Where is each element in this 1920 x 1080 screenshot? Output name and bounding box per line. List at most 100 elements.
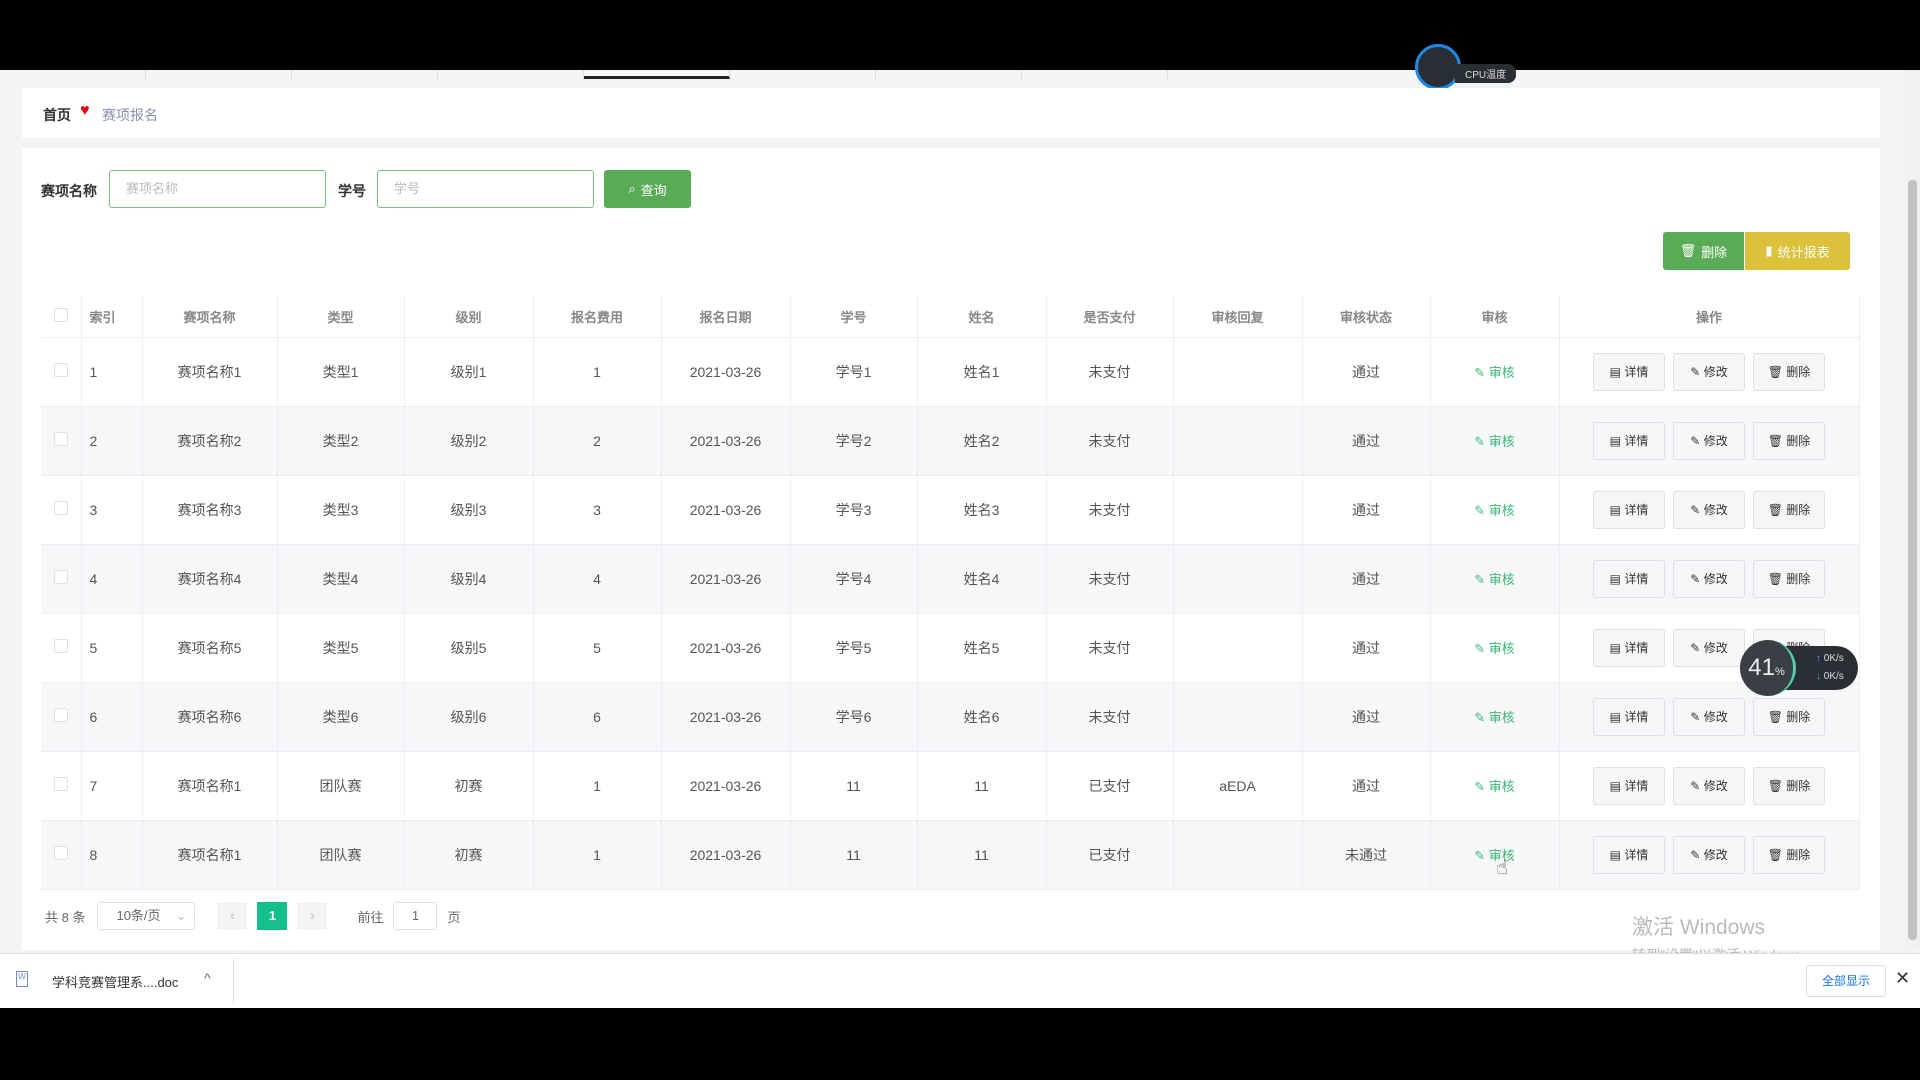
goto-page-input[interactable]: 1 xyxy=(393,902,438,930)
audit-link[interactable]: ✎ 审核 xyxy=(1430,820,1560,890)
table-row: 3 赛项名称3 类型3 级别3 3 2021-03-26 学号3 姓名3 未支付 通过 ✎ 审核 ▤ … xyxy=(41,475,1860,545)
audit-link[interactable]: ✎ 审核 xyxy=(1430,406,1560,476)
table-cell xyxy=(1173,475,1303,545)
breadcrumb-home[interactable]: 首页 xyxy=(43,107,71,123)
column-header: 类型 xyxy=(277,296,405,338)
column-header: 报名费用 xyxy=(533,296,662,338)
delete-button[interactable]: 🗑 删除 xyxy=(1753,766,1825,805)
table-cell: 赛项名称1 xyxy=(142,751,278,821)
delete-button[interactable]: 🗑 删除 xyxy=(1753,421,1825,460)
delete-button[interactable]: 🗑 删除 xyxy=(1753,835,1825,874)
page-size-select[interactable]: 10条/页 ⌄ xyxy=(97,902,196,930)
page-1-button[interactable]: 1 xyxy=(257,902,288,930)
table-row: 7 赛项名称1 团队赛 初赛 1 2021-03-26 11 11 已支付 aEDA 通过 ✎ 审核 ▤… xyxy=(41,751,1860,821)
heart-icon: ♥ xyxy=(80,102,90,119)
search-icon: ⌕ xyxy=(628,181,636,196)
stats-report-button[interactable]: ▮ 统计报表 xyxy=(1745,232,1850,270)
table-cell: 未支付 xyxy=(1046,544,1174,614)
table-cell xyxy=(1173,613,1303,683)
audit-link[interactable]: ✎ 审核 xyxy=(1430,475,1560,545)
column-header: 姓名 xyxy=(917,296,1047,338)
delete-button[interactable]: 🗑 删除 xyxy=(1753,559,1825,598)
table-row: 5 赛项名称5 类型5 级别5 5 2021-03-26 学号5 姓名5 未支付 通过 ✎ 审核 ▤ … xyxy=(41,613,1860,683)
close-icon[interactable]: ✕ xyxy=(1895,968,1911,988)
download-arrow-icon: ↓ xyxy=(1816,671,1821,682)
row-checkbox[interactable] xyxy=(41,406,82,476)
edit-icon: ✎ xyxy=(1690,364,1701,379)
name-search-input[interactable]: 赛项名称 xyxy=(109,170,326,208)
table-cell: aEDA xyxy=(1173,751,1303,821)
doc-icon: ▤ xyxy=(1609,364,1621,379)
query-button[interactable]: ⌕ 查询 xyxy=(604,170,691,208)
row-checkbox[interactable] xyxy=(41,475,82,545)
audit-link[interactable]: ✎ 审核 xyxy=(1430,337,1560,407)
edit-button[interactable]: ✎ 修改 xyxy=(1673,421,1745,460)
table-cell: 赛项名称3 xyxy=(142,475,278,545)
pagination: 共 8 条 10条/页 ⌄ ‹ 1 › 前往 1 页 xyxy=(45,902,461,930)
detail-button[interactable]: ▤ 详情 xyxy=(1593,697,1665,736)
edit-button[interactable]: ✎ 修改 xyxy=(1673,352,1745,391)
detail-button[interactable]: ▤ 详情 xyxy=(1593,421,1665,460)
column-header: 学号 xyxy=(790,296,918,338)
page-scrollbar[interactable] xyxy=(1905,70,1920,950)
detail-button[interactable]: ▤ 详情 xyxy=(1593,766,1665,805)
row-actions: ▤ 详情✎ 修改🗑 删除 xyxy=(1559,682,1860,752)
row-checkbox[interactable] xyxy=(41,613,82,683)
trash-icon: 🗑 xyxy=(1767,778,1783,793)
edit-button[interactable]: ✎ 修改 xyxy=(1673,490,1745,529)
edit-icon: ✎ xyxy=(1690,709,1701,724)
table-cell: 2 xyxy=(533,406,662,476)
student-id-input[interactable]: 学号 xyxy=(377,170,594,208)
audit-link[interactable]: ✎ 审核 xyxy=(1430,682,1560,752)
prev-page-button[interactable]: ‹ xyxy=(217,902,248,930)
audit-link[interactable]: ✎ 审核 xyxy=(1430,544,1560,614)
table-cell: 学号4 xyxy=(790,544,918,614)
detail-button[interactable]: ▤ 详情 xyxy=(1593,628,1665,667)
show-all-button[interactable]: 全部显示 xyxy=(1806,965,1886,997)
row-actions: ▤ 详情✎ 修改🗑 删除 xyxy=(1559,406,1860,476)
delete-button[interactable]: 🗑 删除 xyxy=(1753,352,1825,391)
select-all-checkbox[interactable] xyxy=(41,296,82,338)
table-cell: 未支付 xyxy=(1046,682,1174,752)
edit-button[interactable]: ✎ 修改 xyxy=(1673,628,1745,667)
trash-icon: 🗑 xyxy=(1767,571,1783,586)
delete-button[interactable]: 🗑 删除 xyxy=(1753,490,1825,529)
chevron-up-icon[interactable]: ^ xyxy=(204,970,211,986)
row-actions: ▤ 详情✎ 修改🗑 删除 xyxy=(1559,751,1860,821)
detail-button[interactable]: ▤ 详情 xyxy=(1593,559,1665,598)
edit-button[interactable]: ✎ 修改 xyxy=(1673,697,1745,736)
row-checkbox[interactable] xyxy=(41,682,82,752)
row-checkbox[interactable] xyxy=(41,820,82,890)
trash-icon: 🗑 xyxy=(1767,502,1783,517)
audit-link[interactable]: ✎ 审核 xyxy=(1430,751,1560,821)
audit-link[interactable]: ✎ 审核 xyxy=(1430,613,1560,683)
edit-button[interactable]: ✎ 修改 xyxy=(1673,559,1745,598)
row-checkbox[interactable] xyxy=(41,337,82,407)
table-cell xyxy=(1173,544,1303,614)
edit-icon: ✎ xyxy=(1474,434,1486,449)
table-cell: 类型2 xyxy=(277,406,405,476)
table-cell: 通过 xyxy=(1302,406,1431,476)
table-cell: 学号2 xyxy=(790,406,918,476)
page-suffix: 页 xyxy=(447,909,461,925)
table-cell: 类型6 xyxy=(277,682,405,752)
detail-button[interactable]: ▤ 详情 xyxy=(1593,490,1665,529)
breadcrumb: 首页 ♥ 赛项报名 xyxy=(22,88,1880,138)
next-page-button[interactable]: › xyxy=(297,902,328,930)
download-file[interactable]: 学科竞赛管理系....doc xyxy=(52,975,179,990)
row-checkbox[interactable] xyxy=(41,751,82,821)
delete-button[interactable]: 🗑 删除 xyxy=(1753,697,1825,736)
table-cell: 6 xyxy=(533,682,662,752)
table-cell: 级别3 xyxy=(404,475,534,545)
table-cell: 未支付 xyxy=(1046,406,1174,476)
table-cell: 姓名2 xyxy=(917,406,1047,476)
bulk-delete-button[interactable]: 🗑 删除 xyxy=(1663,232,1744,270)
row-checkbox[interactable] xyxy=(41,544,82,614)
detail-button[interactable]: ▤ 详情 xyxy=(1593,835,1665,874)
column-header: 索引 xyxy=(81,296,143,338)
table-cell: 2 xyxy=(81,406,143,476)
edit-button[interactable]: ✎ 修改 xyxy=(1673,835,1745,874)
edit-button[interactable]: ✎ 修改 xyxy=(1673,766,1745,805)
detail-button[interactable]: ▤ 详情 xyxy=(1593,352,1665,391)
column-header: 操作 xyxy=(1559,296,1860,338)
